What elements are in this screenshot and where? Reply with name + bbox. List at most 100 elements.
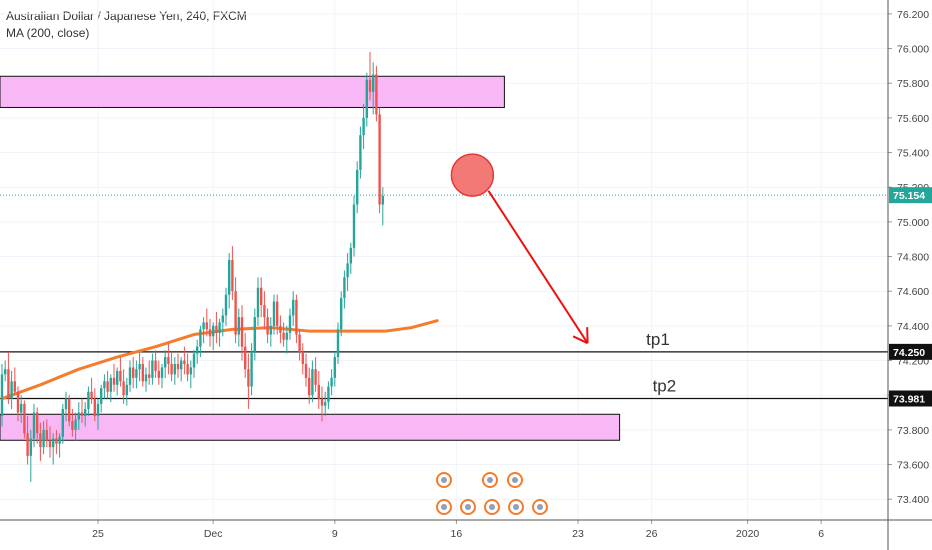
candle-body <box>288 315 292 333</box>
candle-body <box>74 419 77 430</box>
candle-body <box>311 369 314 396</box>
candle-body <box>276 301 279 326</box>
candle-body <box>26 433 29 456</box>
x-tick-label: 26 <box>646 528 658 540</box>
y-tick-label: 74.800 <box>897 252 929 264</box>
candle-body <box>23 403 26 434</box>
candle-body <box>42 429 45 448</box>
candle-body <box>237 317 240 335</box>
candle-body <box>68 398 71 422</box>
candle-body <box>372 74 375 92</box>
event-icon-dot <box>513 504 519 510</box>
candle-body <box>320 398 324 406</box>
candle-body <box>378 114 381 205</box>
candle-body <box>138 364 141 370</box>
candle-body <box>301 351 304 364</box>
tp2-label: tp2 <box>653 376 677 395</box>
candle-body <box>48 440 52 448</box>
candle-body <box>381 195 384 205</box>
candle-body <box>112 377 116 385</box>
candle-body <box>7 369 10 399</box>
candle-body <box>196 346 199 354</box>
candle-body <box>365 79 368 118</box>
candle-body <box>84 409 87 416</box>
support-zone <box>0 413 621 441</box>
candle-body <box>10 381 13 399</box>
candle-body <box>292 299 295 316</box>
chart-title: Australian Dollar / Japanese Yen, 240, F… <box>6 9 247 23</box>
chart-legend: Australian Dollar / Japanese Yen, 240, F… <box>6 8 247 42</box>
candle-body <box>221 315 224 323</box>
x-tick-label: 9 <box>332 528 338 540</box>
candle-body <box>61 409 64 437</box>
candle-body <box>0 374 4 416</box>
candle-body <box>231 260 234 292</box>
candle-body <box>234 291 237 335</box>
candle-body <box>208 329 212 337</box>
candle-body <box>109 377 112 392</box>
y-tick-label: 75.000 <box>897 217 929 229</box>
candle-body <box>362 117 365 136</box>
candle-body <box>16 391 20 413</box>
candle-body <box>250 351 253 387</box>
x-tick-label: 2020 <box>736 528 760 540</box>
candle-body <box>52 438 55 448</box>
event-icon-dot <box>487 477 493 483</box>
y-tick-label: 74.600 <box>897 286 929 298</box>
event-icon-dot <box>441 504 447 510</box>
candle-body <box>96 403 100 416</box>
candle-body <box>272 301 276 326</box>
level-price-text: 73.981 <box>893 393 925 405</box>
tp1-label: tp1 <box>646 330 670 349</box>
candle-body <box>119 370 122 382</box>
candle-body <box>173 364 176 375</box>
candle-body <box>359 135 362 170</box>
candle-body <box>135 369 138 378</box>
candle-body <box>352 204 356 248</box>
y-tick-label: 74.400 <box>897 321 929 333</box>
candle-body <box>330 377 333 387</box>
candle-body <box>170 364 173 375</box>
candle-body <box>106 381 109 392</box>
candle-body <box>212 325 215 337</box>
x-tick-label: 16 <box>451 528 463 540</box>
event-icon-dot <box>441 477 447 483</box>
candle-body <box>36 412 39 434</box>
y-tick-label: 73.400 <box>897 494 929 506</box>
zones <box>0 75 621 441</box>
candle-body <box>244 346 247 370</box>
candle-body <box>189 367 192 375</box>
y-tick-label: 75.800 <box>897 78 929 90</box>
candle-body <box>116 370 119 385</box>
indicator-label: MA (200, close) <box>6 26 90 40</box>
candle-body <box>375 74 378 115</box>
candle-body <box>282 332 285 340</box>
candle-body <box>218 322 221 333</box>
candle-body <box>240 317 244 347</box>
candle-body <box>183 360 186 364</box>
x-tick-label: 25 <box>92 528 104 540</box>
candle-body <box>304 364 308 378</box>
projection-arrow-head <box>572 335 589 345</box>
candle-body <box>55 438 58 444</box>
candle-body <box>349 247 352 264</box>
event-icon-dot <box>489 504 495 510</box>
candle-body <box>151 360 154 378</box>
event-icons <box>436 472 548 515</box>
candle-body <box>186 364 189 375</box>
candle-body <box>125 384 128 396</box>
candle-body <box>324 402 327 406</box>
candle-body <box>192 353 196 368</box>
candle-body <box>154 360 157 371</box>
event-icon-dot <box>465 504 471 510</box>
current-price-label <box>889 187 932 204</box>
candle-body <box>336 329 340 358</box>
candle-body <box>224 294 228 316</box>
candle-body <box>128 367 132 385</box>
candle-body <box>247 369 250 387</box>
candle-body <box>29 438 32 456</box>
level-price-label <box>889 390 932 407</box>
candle-body <box>263 305 266 318</box>
